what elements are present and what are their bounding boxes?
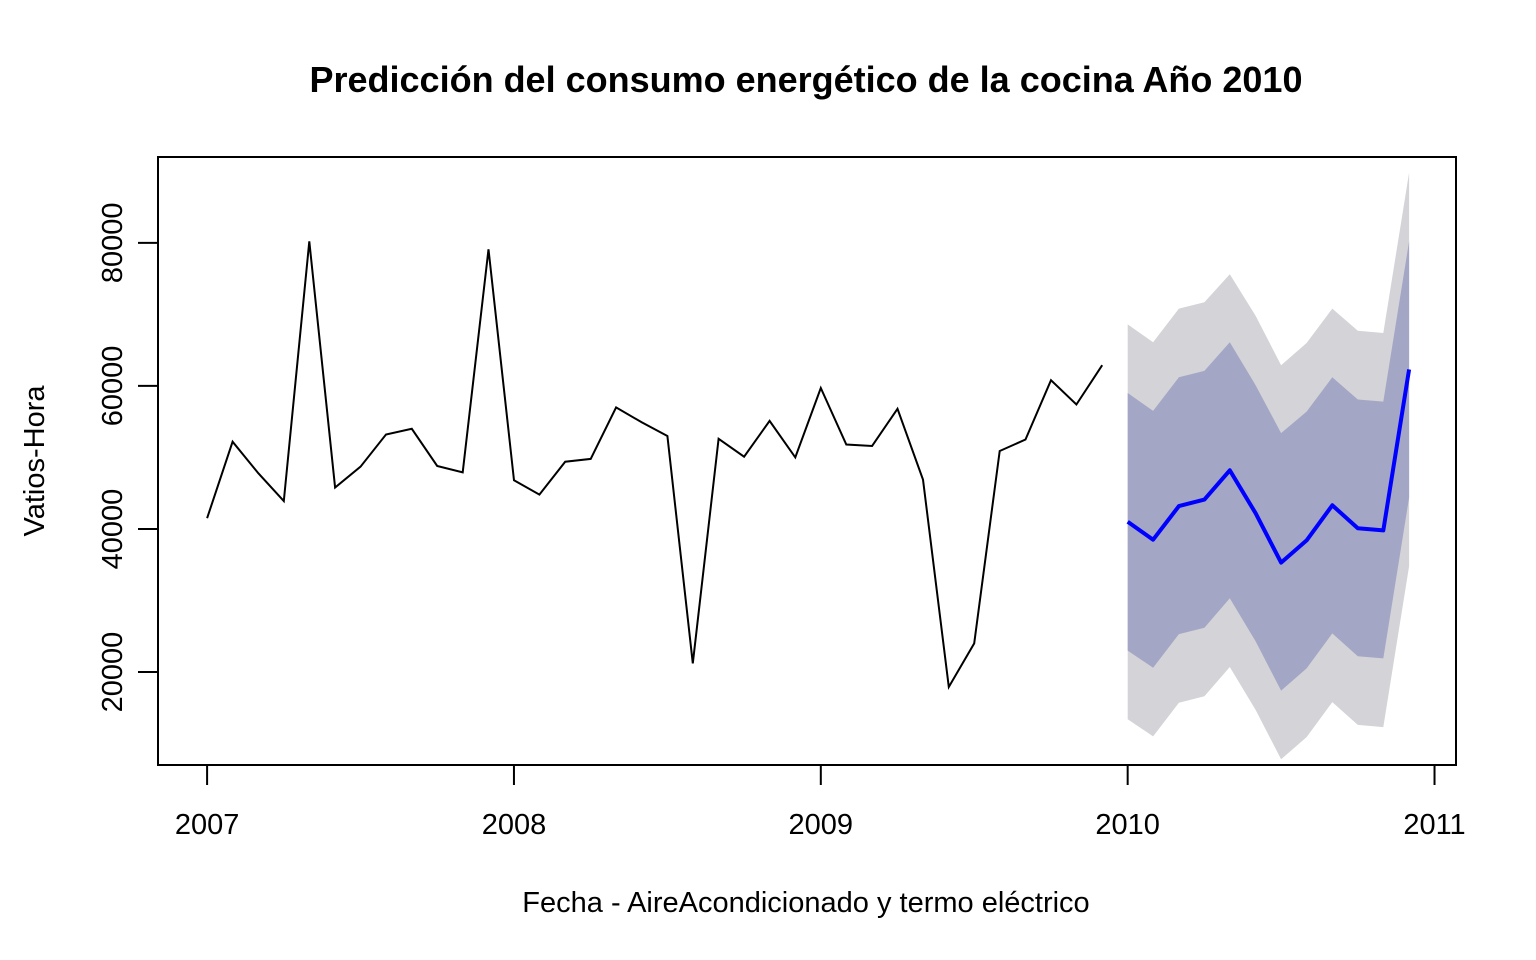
y-tick-label: 80000 [97,202,129,283]
chart-title: Predicción del consumo energético de la … [310,59,1303,100]
y-axis-label: Vatios-Hora [19,385,51,537]
x-tick-label: 2010 [1095,809,1160,841]
x-tick-label: 2011 [1403,809,1465,841]
history-line [206,241,1104,691]
x-tick-label: 2007 [175,809,240,841]
x-axis-label: Fecha - AireAcondicionado y termo eléctr… [522,887,1089,919]
prediction-intervals [1127,172,1410,760]
x-tick-label: 2008 [482,809,547,841]
y-tick-label: 60000 [97,346,129,427]
y-axis: 20000 40000 60000 80000 [97,202,159,713]
x-axis: 2007 2008 2009 2010 2011 [175,764,1466,841]
x-tick-label: 2009 [789,809,854,841]
series-layer [206,241,1412,691]
y-tick-label: 20000 [97,632,129,713]
y-tick-label: 40000 [97,489,129,570]
band-80 [1127,241,1410,691]
forecast-line [1126,369,1412,565]
